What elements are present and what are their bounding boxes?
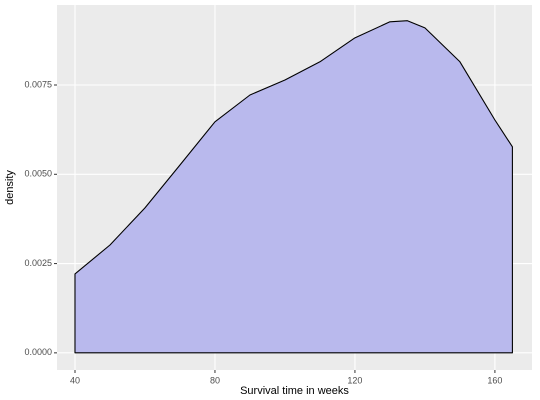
x-tick-label: 80	[210, 375, 220, 385]
x-tick-label: 40	[70, 375, 80, 385]
y-axis-title: density	[4, 170, 16, 205]
y-tick-label: 0.0000	[24, 347, 52, 357]
x-axis-title: Survival time in weeks	[240, 385, 349, 397]
y-tick-label: 0.0075	[24, 79, 52, 89]
density-area	[74, 20, 513, 354]
x-tick-label: 120	[347, 375, 362, 385]
x-tick-label: 160	[487, 375, 502, 385]
y-tick-label: 0.0025	[24, 258, 52, 268]
y-tick-label: 0.0050	[24, 169, 52, 179]
